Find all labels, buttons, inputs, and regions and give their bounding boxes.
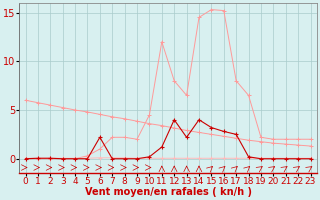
X-axis label: Vent moyen/en rafales ( kn/h ): Vent moyen/en rafales ( kn/h ) <box>84 187 252 197</box>
